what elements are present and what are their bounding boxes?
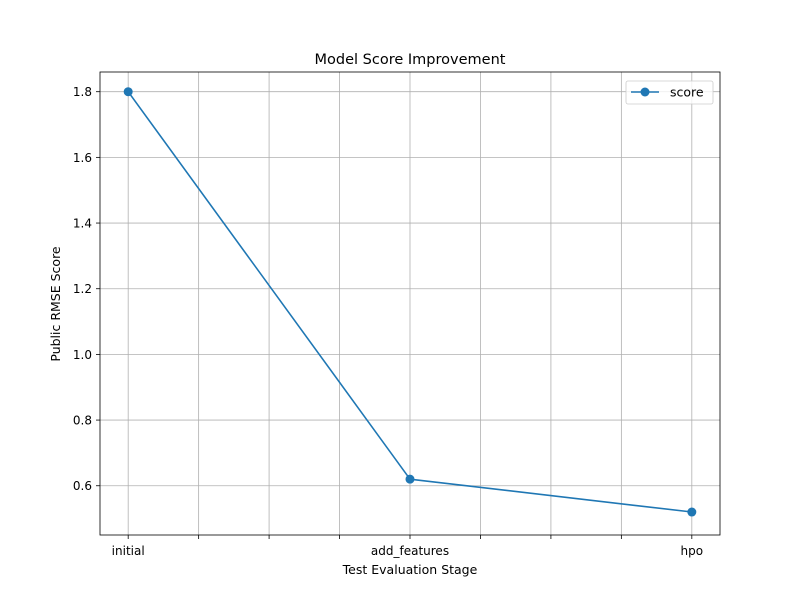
y-axis-label: Public RMSE Score <box>48 246 63 362</box>
data-point <box>687 507 697 517</box>
y-tick-label: 1.6 <box>73 151 92 165</box>
x-axis-label: Test Evaluation Stage <box>342 562 478 577</box>
data-point <box>123 87 133 97</box>
data-point <box>405 474 415 484</box>
y-tick-label: 1.2 <box>73 282 92 296</box>
series-layer <box>123 87 697 517</box>
y-tick-label: 0.6 <box>73 479 92 493</box>
axis-ticks: initial add_features hpo 0.6 0.8 1.0 1.2 1.4 1.6… <box>73 85 703 558</box>
y-tick-label: 1.8 <box>73 85 92 99</box>
legend-marker-swatch <box>640 87 650 97</box>
y-tick-label: 1.0 <box>73 348 92 362</box>
y-tick-label: 1.4 <box>73 217 92 231</box>
x-tick-label: add_features <box>371 544 449 558</box>
chart-title: Model Score Improvement <box>315 52 506 68</box>
x-tick-label: initial <box>112 544 145 558</box>
grid <box>100 72 720 535</box>
y-tick-label: 0.8 <box>73 414 92 428</box>
x-tick-label: hpo <box>681 544 704 558</box>
legend-box <box>625 80 714 105</box>
legend-label: score <box>670 85 704 100</box>
legend: score <box>625 80 714 105</box>
